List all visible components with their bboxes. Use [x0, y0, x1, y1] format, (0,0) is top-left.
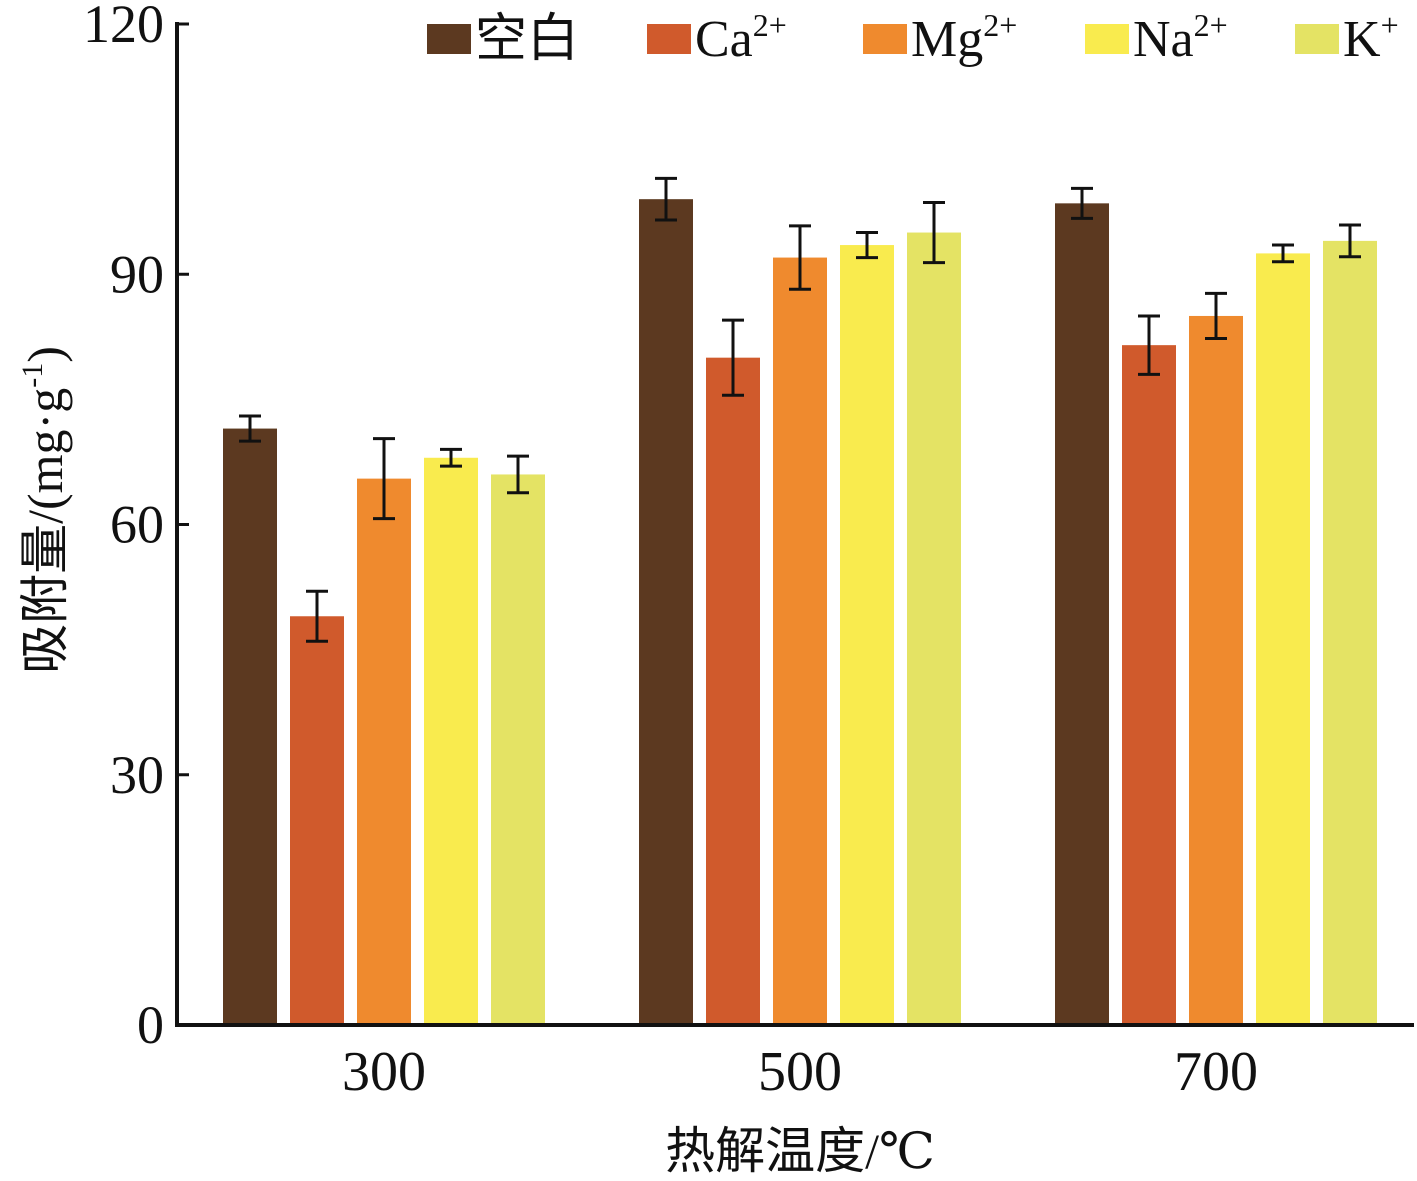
legend-swatch — [647, 24, 691, 54]
bar — [1122, 345, 1176, 1025]
y-axis-title: 吸附量/(mg·g-1) — [16, 346, 73, 674]
legend-label-sup: 2+ — [983, 7, 1017, 43]
x-category-label: 700 — [1174, 1041, 1258, 1103]
y-tick-label: 30 — [110, 745, 164, 805]
bar-group-700 — [1055, 186, 1377, 1026]
legend-label-main: Na — [1133, 11, 1194, 68]
legend-swatch — [863, 24, 907, 54]
legend-label: Ca2+ — [695, 7, 787, 68]
y-ticks: 0 30 60 90 120 — [83, 0, 189, 1055]
bar — [357, 478, 411, 1025]
bar — [223, 428, 277, 1026]
y-tick-label: 90 — [110, 244, 164, 304]
bar-group-500 — [639, 176, 961, 1026]
legend-label: 空白 — [475, 11, 579, 68]
bar — [1055, 203, 1109, 1026]
y-axis-title-main: 吸附量/(mg·g — [17, 388, 73, 674]
legend: 空白 Ca2+ Mg2+ Na2+ K+ — [427, 7, 1399, 68]
legend-label-sup: 2+ — [753, 7, 787, 43]
legend-item: 空白 — [427, 11, 579, 68]
bar — [1323, 240, 1377, 1026]
x-categories: 300 500 700 — [342, 1041, 1258, 1103]
x-category-label: 300 — [342, 1041, 426, 1103]
bar — [491, 474, 545, 1025]
x-category-label: 500 — [758, 1041, 842, 1103]
legend-label-main: 空白 — [475, 11, 579, 68]
legend-label-sup: 2+ — [1194, 7, 1228, 43]
legend-item: Na2+ — [1085, 7, 1228, 68]
legend-item: Ca2+ — [647, 7, 787, 68]
bar — [773, 257, 827, 1026]
legend-item: K+ — [1295, 7, 1399, 68]
legend-label-main: Ca — [695, 11, 753, 68]
bar — [639, 199, 693, 1026]
bar — [840, 245, 894, 1025]
bar — [1256, 253, 1310, 1026]
bar — [706, 357, 760, 1026]
legend-label: Na2+ — [1133, 7, 1228, 68]
bar — [290, 616, 344, 1025]
legend-label-main: K — [1343, 11, 1381, 68]
bar — [424, 457, 478, 1025]
legend-swatch — [1085, 24, 1129, 54]
legend-label-sup: + — [1381, 7, 1399, 43]
y-tick-label: 120 — [83, 0, 164, 54]
legend-swatch — [427, 24, 471, 54]
legend-swatch — [1295, 24, 1339, 54]
plot-area — [223, 176, 1377, 1026]
legend-label-main: Mg — [911, 11, 983, 68]
y-tick-label: 60 — [110, 495, 164, 555]
legend-label: Mg2+ — [911, 7, 1017, 68]
bar-group-300 — [223, 414, 545, 1026]
y-axis-title-close: ) — [17, 346, 73, 363]
y-tick-label: 0 — [137, 995, 164, 1055]
bar — [1189, 315, 1243, 1025]
y-axis-title-sup: -1 — [16, 363, 49, 388]
x-axis-title: 热解温度/℃ — [665, 1123, 935, 1179]
bar — [907, 232, 961, 1025]
legend-item: Mg2+ — [863, 7, 1017, 68]
legend-label: K+ — [1343, 7, 1399, 68]
